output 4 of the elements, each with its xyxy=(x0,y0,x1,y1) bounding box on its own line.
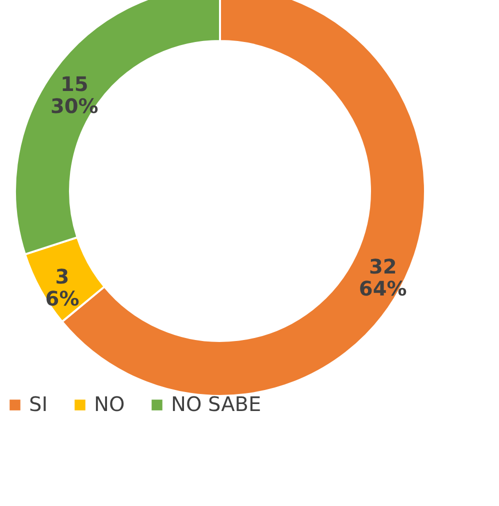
legend-label: NO SABE xyxy=(171,392,262,416)
data-label: 3 6% xyxy=(45,264,80,311)
legend-label: SI xyxy=(29,392,48,416)
legend-label: NO xyxy=(94,392,125,416)
